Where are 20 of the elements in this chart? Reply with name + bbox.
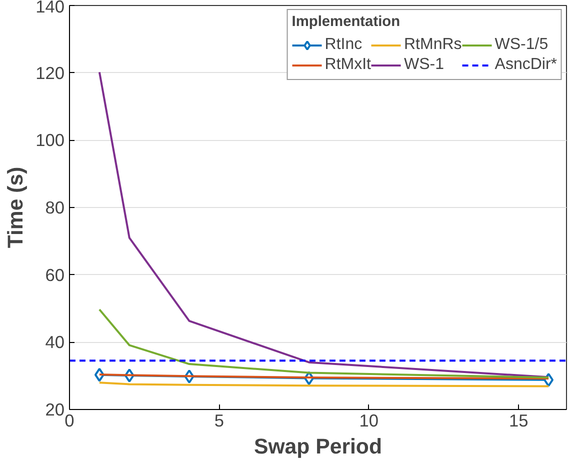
- y-tick-label: 80: [45, 198, 65, 218]
- legend-label: AsncDir*: [494, 56, 557, 74]
- legend-label: WS-1/5: [494, 36, 548, 54]
- x-tick-label: 15: [508, 410, 528, 430]
- y-axis-title: Time (s): [4, 166, 28, 248]
- legend-label: RtMxIt: [324, 56, 371, 74]
- legend-title: Implementation: [292, 14, 402, 30]
- y-tick-label: 140: [36, 0, 65, 16]
- legend-label: WS-1: [404, 56, 444, 74]
- y-tick-label: 20: [45, 400, 65, 420]
- legend-label: RtInc: [324, 36, 362, 54]
- y-tick-label: 100: [36, 130, 65, 150]
- y-tick-label: 60: [45, 264, 65, 285]
- x-tick-label: 10: [359, 410, 379, 430]
- y-tick-label: 40: [45, 332, 65, 352]
- x-tick-label: 5: [214, 410, 224, 430]
- y-tick-label: 120: [36, 62, 65, 83]
- x-axis-title: Swap Period: [254, 434, 382, 458]
- x-tick-label: 0: [64, 410, 74, 430]
- legend-label: RtMnRs: [404, 36, 462, 54]
